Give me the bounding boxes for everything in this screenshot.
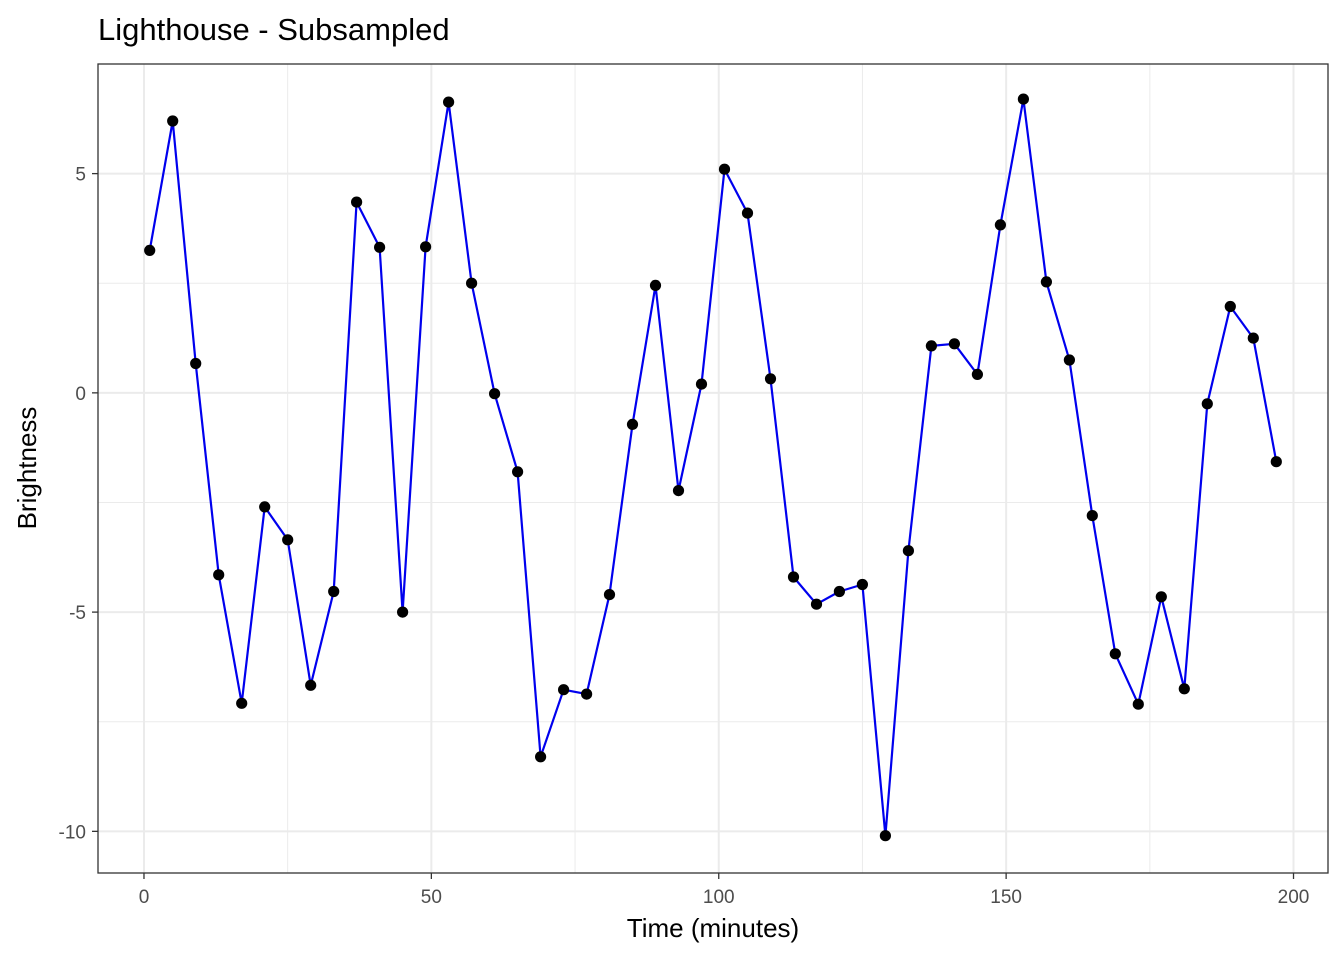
data-point bbox=[948, 338, 961, 350]
data-point bbox=[1086, 509, 1098, 522]
data-point bbox=[1178, 683, 1190, 695]
series-line bbox=[148, 97, 1278, 837]
data-point bbox=[466, 277, 478, 289]
data-point bbox=[856, 578, 869, 591]
data-point bbox=[397, 606, 409, 618]
data-point bbox=[833, 585, 846, 598]
data-point bbox=[167, 115, 179, 127]
data-point bbox=[1224, 300, 1236, 313]
y-axis-title: Brightness bbox=[12, 407, 42, 530]
y-tick-label: 0 bbox=[75, 384, 86, 405]
data-point bbox=[695, 378, 708, 390]
data-point bbox=[925, 340, 938, 352]
data-point bbox=[994, 219, 1007, 231]
data-points bbox=[144, 93, 1282, 842]
y-axis: -10 -5 0 5 bbox=[59, 165, 98, 843]
data-point bbox=[879, 830, 892, 842]
data-point bbox=[351, 196, 363, 208]
data-point bbox=[558, 684, 570, 696]
data-point bbox=[626, 418, 639, 430]
data-point bbox=[443, 96, 455, 108]
data-point bbox=[511, 466, 524, 478]
data-point bbox=[1063, 354, 1075, 366]
y-tick-label: -5 bbox=[69, 603, 86, 624]
x-tick-label: 150 bbox=[990, 887, 1022, 908]
data-point bbox=[420, 241, 432, 253]
data-point bbox=[603, 589, 616, 601]
data-point bbox=[1132, 698, 1144, 710]
data-point bbox=[718, 163, 731, 175]
data-point bbox=[1201, 398, 1213, 410]
data-point bbox=[305, 679, 317, 691]
x-axis: 0 50 100 150 200 bbox=[139, 873, 1310, 908]
data-point bbox=[1040, 276, 1052, 288]
data-point bbox=[581, 688, 593, 700]
y-tick-label: 5 bbox=[75, 165, 86, 186]
plot-panel bbox=[97, 63, 1329, 874]
data-point bbox=[282, 534, 294, 546]
grid-minor bbox=[98, 64, 1328, 873]
grid-major bbox=[98, 64, 1328, 873]
y-tick-label: -10 bbox=[59, 822, 86, 843]
x-tick-label: 0 bbox=[139, 887, 150, 908]
data-point bbox=[764, 373, 777, 385]
data-point bbox=[810, 598, 823, 610]
data-point bbox=[741, 207, 754, 219]
x-tick-label: 100 bbox=[703, 887, 735, 908]
x-axis-title: Time (minutes) bbox=[627, 913, 799, 943]
data-point bbox=[236, 697, 248, 709]
data-point bbox=[902, 545, 915, 557]
data-point bbox=[1155, 591, 1167, 603]
x-tick-label: 50 bbox=[421, 887, 442, 908]
data-point bbox=[672, 485, 685, 497]
data-point bbox=[1017, 93, 1029, 105]
data-point bbox=[328, 585, 340, 598]
data-point bbox=[1270, 456, 1282, 468]
data-point bbox=[1109, 648, 1121, 660]
data-point bbox=[144, 244, 156, 256]
panel-border bbox=[97, 63, 1329, 874]
data-point bbox=[213, 569, 225, 581]
data-point bbox=[535, 751, 547, 763]
data-point bbox=[190, 357, 202, 370]
data-point bbox=[1247, 332, 1259, 344]
data-point bbox=[787, 571, 800, 583]
data-point bbox=[489, 388, 501, 400]
x-tick-label: 200 bbox=[1278, 887, 1310, 908]
data-point bbox=[649, 279, 662, 291]
data-point bbox=[259, 501, 271, 513]
chart-title: Lighthouse - Subsampled bbox=[98, 12, 450, 47]
data-point bbox=[971, 368, 984, 380]
data-point bbox=[374, 241, 386, 253]
